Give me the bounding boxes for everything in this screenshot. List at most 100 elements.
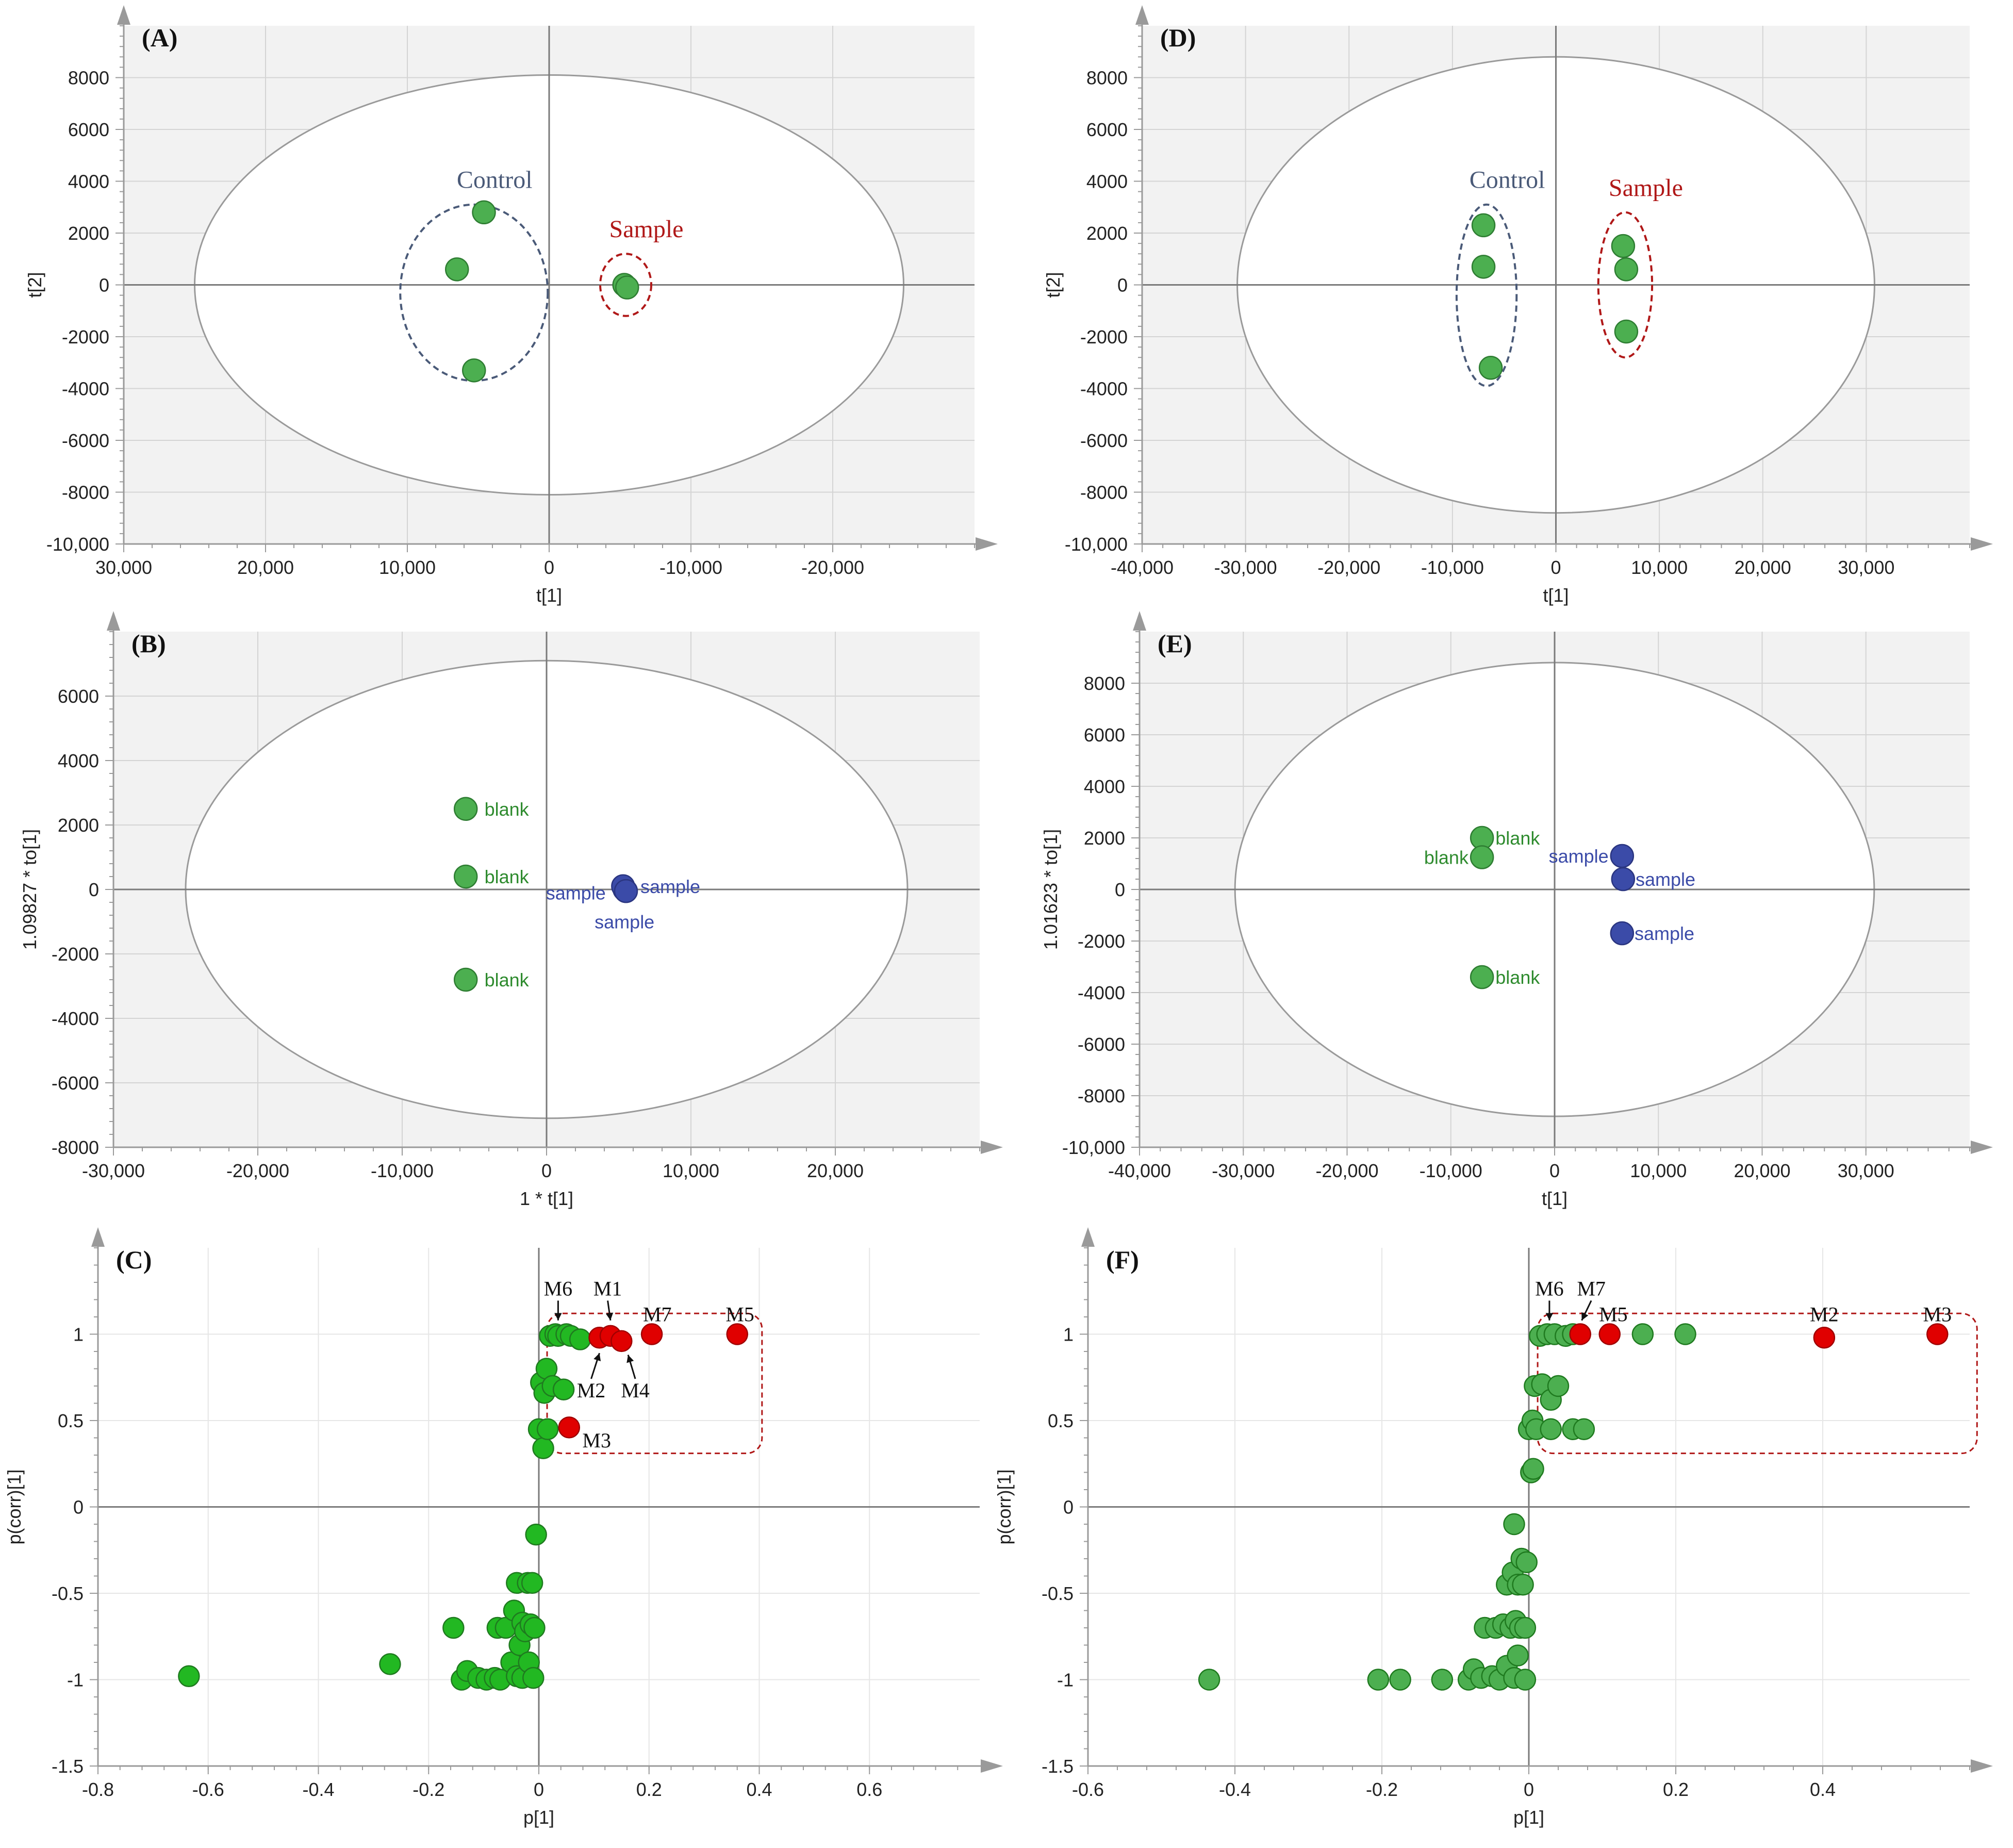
data-point-other — [1431, 1669, 1454, 1691]
data-point-marker — [1926, 1323, 1949, 1345]
x-axis-title: t[1] — [536, 585, 562, 606]
callout-arrow-head — [626, 1355, 634, 1363]
panel-e-opls-scores: 8000 6000 4000 2000 0 -2000 -4000 -6000 -8000 -10… — [1040, 611, 1993, 1209]
x-axis-arrow — [1971, 1759, 1993, 1773]
data-point-other — [1522, 1458, 1544, 1480]
y-tick-label: 2000 — [1084, 828, 1125, 849]
metabolite-label: M7 — [643, 1303, 672, 1326]
y-axis-arrow — [1133, 611, 1146, 631]
x-tick-label: -20,000 — [1315, 1160, 1378, 1181]
panel-label: (D) — [1160, 23, 1196, 52]
x-tick-label: -10,000 — [659, 557, 722, 578]
panel-a-pca-scores: 8000 6000 4000 2000 0 -2000 -4000 -6000 -8000 -10… — [24, 5, 998, 606]
y-axis-title: p(corr)[1] — [994, 1469, 1015, 1544]
x-axis-arrow — [1971, 1141, 1993, 1154]
x-tick-label: 20,000 — [807, 1160, 864, 1181]
data-point-sample — [615, 275, 639, 300]
y-axis-title: t[2] — [1043, 272, 1064, 298]
x-axis-arrow — [976, 537, 998, 551]
y-tick-label: 8000 — [1086, 68, 1128, 89]
metabolite-label: M3 — [1923, 1303, 1952, 1326]
x-tick-label: -40,000 — [1111, 557, 1174, 578]
x-axis-title: t[1] — [1542, 1188, 1568, 1209]
x-tick-label: -40,000 — [1108, 1160, 1171, 1181]
data-point-other — [1507, 1644, 1529, 1666]
y-tick-label: 6000 — [58, 686, 99, 707]
data-point-marker — [1598, 1323, 1621, 1345]
y-tick-label: -2000 — [1080, 326, 1128, 348]
x-tick-label: 30,000 — [95, 557, 152, 578]
point-label: blank — [1495, 967, 1540, 988]
panel-label: (A) — [142, 23, 177, 52]
x-tick-label: 0.4 — [1810, 1779, 1836, 1800]
data-point-sample — [1611, 867, 1636, 892]
y-axis-arrow — [117, 5, 130, 25]
y-tick-label: -8000 — [52, 1137, 99, 1158]
x-tick-label: -0.2 — [412, 1779, 444, 1800]
callout-arrow-head — [593, 1353, 601, 1362]
metabolite-label: M5 — [1599, 1303, 1628, 1326]
callout-arrow-head — [605, 1312, 614, 1321]
group-label-sample: Sample — [1609, 174, 1683, 202]
metabolite-label: M3 — [582, 1429, 611, 1452]
x-tick-label: -0.2 — [1366, 1779, 1398, 1800]
y-tick-label: 0 — [1063, 1497, 1074, 1518]
x-tick-label: -0.6 — [192, 1779, 224, 1800]
y-tick-label: 0.5 — [1048, 1410, 1074, 1431]
x-tick-label: -20,000 — [1317, 557, 1380, 578]
data-point-control — [462, 358, 486, 383]
y-axis-title: p(corr)[1] — [4, 1469, 25, 1544]
y-tick-label: 2000 — [58, 815, 99, 836]
y-tick-label: 8000 — [1084, 673, 1125, 694]
x-tick-label: 0.6 — [856, 1779, 882, 1800]
y-tick-label: -10,000 — [1062, 1137, 1125, 1158]
panel-d-pca-scores: 8000 6000 4000 2000 0 -2000 -4000 -6000 -8000 -10… — [1043, 5, 1993, 606]
data-point-marker — [610, 1330, 633, 1352]
point-label: sample — [595, 912, 654, 933]
x-tick-label: -10,000 — [371, 1160, 434, 1181]
data-point-other — [1573, 1418, 1595, 1440]
y-tick-label: -6000 — [1078, 1034, 1125, 1055]
x-tick-label: 0.2 — [636, 1779, 662, 1800]
metabolite-label: M7 — [1577, 1277, 1606, 1300]
point-label: sample — [546, 882, 606, 903]
point-label: blank — [485, 969, 530, 991]
y-tick-label: 4000 — [1086, 171, 1128, 192]
x-tick-label: -0.6 — [1072, 1779, 1104, 1800]
data-point-other — [442, 1616, 465, 1639]
y-tick-label: 6000 — [1084, 724, 1125, 746]
panel-c-s-plot: 1 0.5 0 -0.5 -1 -1.5-0.8 -0.6 -0.4 -0.2 0 0.2 0.4 0.… — [4, 1227, 1003, 1828]
x-tick-label: 10,000 — [1630, 1160, 1687, 1181]
x-tick-label: 0.2 — [1663, 1779, 1689, 1800]
y-tick-label: -6000 — [52, 1072, 99, 1094]
data-point-marker — [558, 1416, 581, 1439]
point-label: sample — [640, 876, 700, 897]
point-label: blank — [1495, 828, 1540, 849]
y-axis-title: 1.01623 * to[1] — [1040, 829, 1061, 950]
group-label-control: Control — [457, 167, 533, 194]
group-ellipse-control — [1455, 203, 1518, 387]
data-point-other — [178, 1665, 200, 1688]
data-point-control — [1478, 356, 1503, 380]
y-tick-label: -2000 — [1078, 931, 1125, 952]
data-point-other — [1503, 1513, 1525, 1536]
data-point-other — [532, 1437, 554, 1459]
data-point-blank — [453, 967, 478, 992]
y-tick-label: -1 — [67, 1670, 84, 1691]
x-axis-title: p[1] — [523, 1807, 554, 1828]
data-point-other — [536, 1418, 559, 1440]
x-axis-title: 1 * t[1] — [520, 1188, 573, 1209]
point-label: sample — [1549, 846, 1609, 867]
data-point-other — [1514, 1616, 1537, 1639]
metabolite-label: M6 — [1535, 1277, 1564, 1300]
y-tick-label: 8000 — [68, 68, 109, 89]
y-tick-label: -1.5 — [52, 1756, 84, 1777]
x-axis-arrow — [981, 1141, 1003, 1154]
data-point-sample — [1610, 844, 1635, 868]
data-point-other — [1512, 1574, 1534, 1596]
x-tick-label: 30,000 — [1838, 1160, 1894, 1181]
significance-region-box — [546, 1312, 763, 1455]
y-axis-arrow — [107, 611, 120, 631]
data-point-blank — [1470, 845, 1494, 869]
y-tick-label: 0 — [89, 879, 99, 900]
